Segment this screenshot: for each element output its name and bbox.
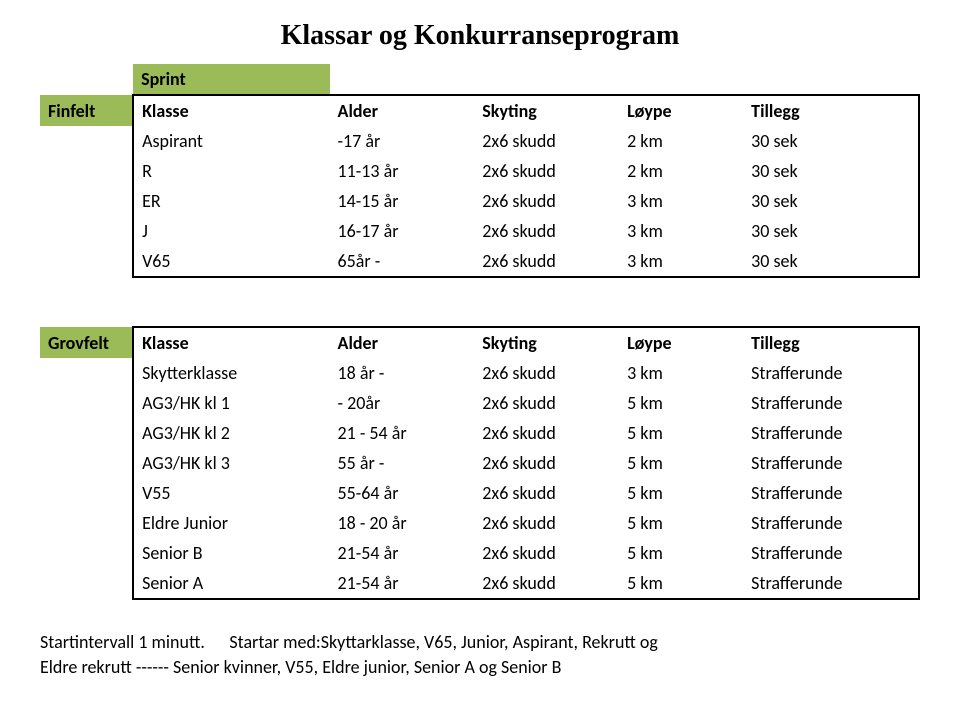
grovfelt-tillegg: Strafferunde bbox=[743, 478, 919, 508]
finfelt-loype: 2 km bbox=[619, 156, 743, 186]
grovfelt-alder: 21-54 år bbox=[330, 538, 475, 568]
finfelt-klasse: V65 bbox=[133, 246, 329, 277]
finfelt-label: Finfelt bbox=[40, 95, 133, 126]
grovfelt-tillegg: Strafferunde bbox=[743, 448, 919, 478]
grovfelt-klasse: V55 bbox=[133, 478, 329, 508]
grovfelt-tillegg: Strafferunde bbox=[743, 418, 919, 448]
sprint-label: Sprint bbox=[133, 64, 329, 95]
grovfelt-skyting: 2x6 skudd bbox=[474, 418, 619, 448]
finfelt-loype: 2 km bbox=[619, 126, 743, 156]
grovfelt-label: Grovfelt bbox=[40, 327, 133, 358]
finfelt-tillegg: 30 sek bbox=[743, 156, 919, 186]
finfelt-klasse: ER bbox=[133, 186, 329, 216]
finfelt-alder: -17 år bbox=[330, 126, 475, 156]
finfelt-klasse: R bbox=[133, 156, 329, 186]
grovfelt-klasse: AG3/HK kl 2 bbox=[133, 418, 329, 448]
grovfelt-skyting: 2x6 skudd bbox=[474, 508, 619, 538]
finfelt-tillegg: 30 sek bbox=[743, 126, 919, 156]
grovfelt-tillegg: Strafferunde bbox=[743, 508, 919, 538]
grovfelt-loype: 5 km bbox=[619, 568, 743, 599]
finfelt-klasse: J bbox=[133, 216, 329, 246]
finfelt-alder: 11-13 år bbox=[330, 156, 475, 186]
hdr-loype: Løype bbox=[619, 95, 743, 126]
grovfelt-alder: 21 - 54 år bbox=[330, 418, 475, 448]
finfelt-loype: 3 km bbox=[619, 186, 743, 216]
finfelt-loype: 3 km bbox=[619, 216, 743, 246]
grovfelt-alder: 21-54 år bbox=[330, 568, 475, 599]
grovfelt-tillegg: Strafferunde bbox=[743, 388, 919, 418]
finfelt-alder: 16-17 år bbox=[330, 216, 475, 246]
finfelt-loype: 3 km bbox=[619, 246, 743, 277]
grovfelt-alder: - 20år bbox=[330, 388, 475, 418]
grovfelt-alder: 18 - 20 år bbox=[330, 508, 475, 538]
grovfelt-klasse: AG3/HK kl 3 bbox=[133, 448, 329, 478]
grovfelt-alder: 55-64 år bbox=[330, 478, 475, 508]
grovfelt-loype: 5 km bbox=[619, 448, 743, 478]
grovfelt-loype: 5 km bbox=[619, 418, 743, 448]
footer-line2: Eldre rekrutt ------ Senior kvinner, V55… bbox=[40, 656, 561, 678]
grovfelt-klasse: Senior A bbox=[133, 568, 329, 599]
footer-text: Startintervall 1 minutt. Startar med:Sky… bbox=[40, 630, 920, 680]
finfelt-tillegg: 30 sek bbox=[743, 246, 919, 277]
finfelt-skyting: 2x6 skudd bbox=[474, 156, 619, 186]
grovfelt-klasse: Eldre Junior bbox=[133, 508, 329, 538]
hdr-alder: Alder bbox=[330, 95, 475, 126]
hdr-skyting: Skyting bbox=[474, 95, 619, 126]
grovfelt-klasse: Senior B bbox=[133, 538, 329, 568]
hdr-tillegg: Tillegg bbox=[743, 95, 919, 126]
grovfelt-alder: 55 år - bbox=[330, 448, 475, 478]
grovfelt-skyting: 2x6 skudd bbox=[474, 448, 619, 478]
program-table: SprintFinfeltKlasseAlderSkytingLøypeTill… bbox=[40, 64, 920, 600]
finfelt-tillegg: 30 sek bbox=[743, 216, 919, 246]
finfelt-skyting: 2x6 skudd bbox=[474, 186, 619, 216]
grovfelt-loype: 5 km bbox=[619, 538, 743, 568]
grovfelt-skyting: 2x6 skudd bbox=[474, 358, 619, 388]
grovfelt-loype: 5 km bbox=[619, 508, 743, 538]
grovfelt-skyting: 2x6 skudd bbox=[474, 538, 619, 568]
grovfelt-loype: 5 km bbox=[619, 388, 743, 418]
grovfelt-alder: 18 år - bbox=[330, 358, 475, 388]
hdr-klasse: Klasse bbox=[133, 95, 329, 126]
grovfelt-klasse: AG3/HK kl 1 bbox=[133, 388, 329, 418]
finfelt-skyting: 2x6 skudd bbox=[474, 246, 619, 277]
footer-line1a: Startintervall 1 minutt. bbox=[40, 631, 205, 653]
grovfelt-tillegg: Strafferunde bbox=[743, 358, 919, 388]
grovfelt-klasse: Skytterklasse bbox=[133, 358, 329, 388]
grovfelt-skyting: 2x6 skudd bbox=[474, 388, 619, 418]
hdr-tillegg: Tillegg bbox=[743, 327, 919, 358]
hdr-alder: Alder bbox=[330, 327, 475, 358]
grovfelt-tillegg: Strafferunde bbox=[743, 568, 919, 599]
grovfelt-loype: 3 km bbox=[619, 358, 743, 388]
grovfelt-tillegg: Strafferunde bbox=[743, 538, 919, 568]
hdr-loype: Løype bbox=[619, 327, 743, 358]
finfelt-skyting: 2x6 skudd bbox=[474, 126, 619, 156]
hdr-skyting: Skyting bbox=[474, 327, 619, 358]
finfelt-skyting: 2x6 skudd bbox=[474, 216, 619, 246]
finfelt-tillegg: 30 sek bbox=[743, 186, 919, 216]
finfelt-alder: 65år - bbox=[330, 246, 475, 277]
grovfelt-skyting: 2x6 skudd bbox=[474, 478, 619, 508]
page-title: Klassar og Konkurranseprogram bbox=[40, 20, 920, 52]
hdr-klasse: Klasse bbox=[133, 327, 329, 358]
grovfelt-loype: 5 km bbox=[619, 478, 743, 508]
finfelt-alder: 14-15 år bbox=[330, 186, 475, 216]
finfelt-klasse: Aspirant bbox=[133, 126, 329, 156]
footer-line1b: Startar med:Skyttarklasse, V65, Junior, … bbox=[229, 631, 658, 653]
grovfelt-skyting: 2x6 skudd bbox=[474, 568, 619, 599]
